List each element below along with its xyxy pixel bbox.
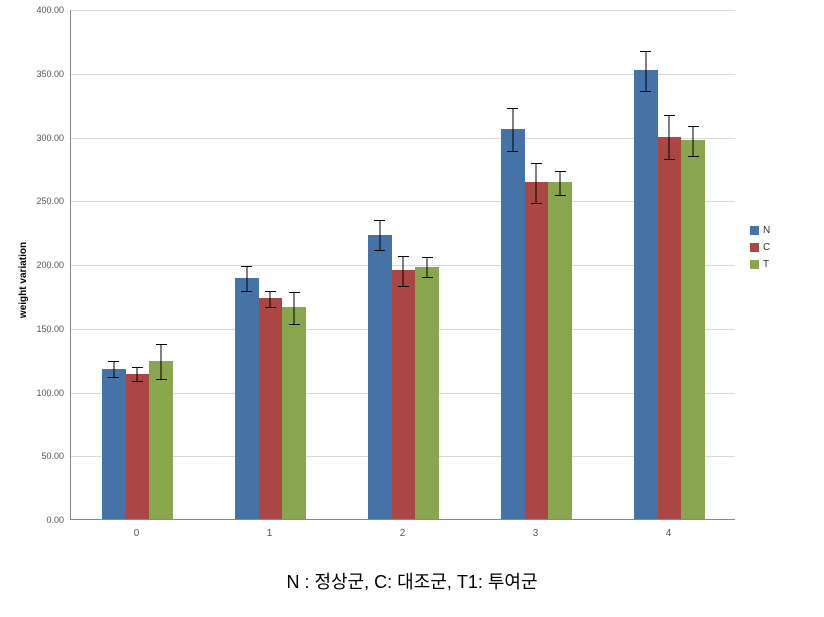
legend-swatch (750, 226, 759, 235)
bar-C (259, 298, 283, 519)
ytick-label: 250.00 (22, 196, 64, 206)
ytick-label: 400.00 (22, 5, 64, 15)
ytick-label: 300.00 (22, 133, 64, 143)
ytick-label: 0.00 (22, 515, 64, 525)
legend: NCT (750, 225, 770, 276)
bar-N (235, 278, 259, 519)
legend-label: N (763, 225, 770, 236)
bar-T (415, 267, 439, 519)
legend-swatch (750, 260, 759, 269)
bar-T (681, 140, 705, 519)
caption: N : 정상군, C: 대조군, T1: 투여군 (0, 568, 824, 594)
gridline (71, 10, 735, 11)
bar-T (548, 182, 572, 519)
ytick-label: 50.00 (22, 451, 64, 461)
bar-T (282, 307, 306, 519)
legend-label: C (763, 242, 770, 253)
ytick-label: 350.00 (22, 69, 64, 79)
ytick-label: 150.00 (22, 324, 64, 334)
xtick-label: 2 (400, 528, 406, 539)
bar-T (149, 361, 173, 519)
bar-C (126, 374, 150, 519)
xtick-label: 3 (533, 528, 539, 539)
legend-label: T (763, 259, 769, 270)
xtick-label: 4 (666, 528, 672, 539)
y-axis-label: weight variation (18, 242, 29, 318)
bar-C (658, 137, 682, 520)
xtick-label: 1 (267, 528, 273, 539)
legend-item: T (750, 259, 770, 270)
bar-C (525, 182, 549, 519)
bar-C (392, 270, 416, 519)
plot-area (70, 10, 735, 520)
bar-N (501, 129, 525, 519)
bar-N (368, 235, 392, 519)
chart-container: weight variation NCT N : 정상군, C: 대조군, T1… (0, 0, 824, 617)
bar-N (634, 70, 658, 519)
xtick-label: 0 (134, 528, 140, 539)
ytick-label: 200.00 (22, 260, 64, 270)
bar-N (102, 369, 126, 519)
ytick-label: 100.00 (22, 388, 64, 398)
legend-item: N (750, 225, 770, 236)
legend-item: C (750, 242, 770, 253)
legend-swatch (750, 243, 759, 252)
